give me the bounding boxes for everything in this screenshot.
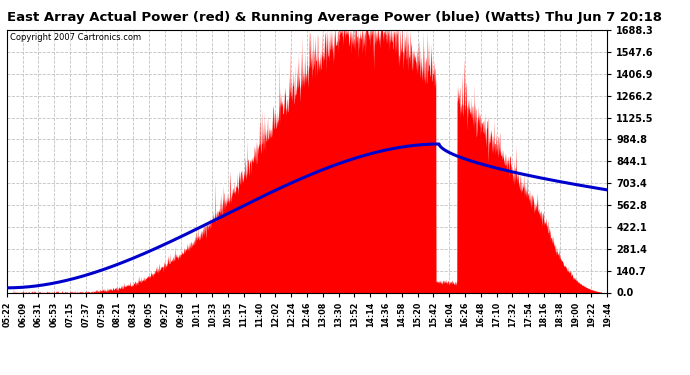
Text: East Array Actual Power (red) & Running Average Power (blue) (Watts) Thu Jun 7 2: East Array Actual Power (red) & Running … (7, 11, 662, 24)
Text: Copyright 2007 Cartronics.com: Copyright 2007 Cartronics.com (10, 33, 141, 42)
